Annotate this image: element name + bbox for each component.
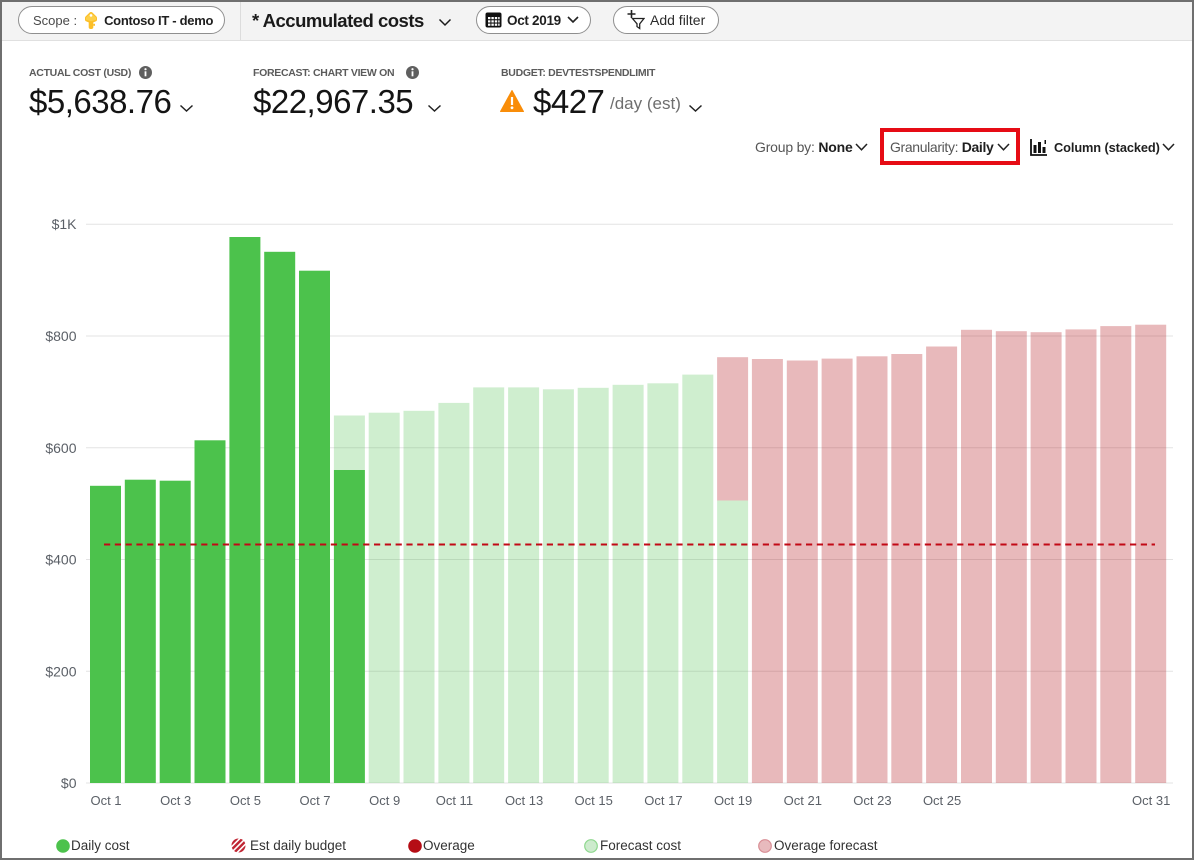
svg-text:$200: $200 [45,663,76,679]
svg-text:Oct 23: Oct 23 [853,793,891,808]
svg-text:Oct 15: Oct 15 [575,793,613,808]
svg-text:Oct 9: Oct 9 [369,793,400,808]
svg-text:$600: $600 [45,440,76,456]
svg-text:Oct 5: Oct 5 [230,793,261,808]
svg-text:$0: $0 [61,775,77,791]
svg-text:Oct 17: Oct 17 [644,793,682,808]
svg-text:Oct 3: Oct 3 [160,793,191,808]
svg-text:Oct 31: Oct 31 [1132,793,1170,808]
svg-text:Oct 25: Oct 25 [923,793,961,808]
svg-text:Oct 19: Oct 19 [714,793,752,808]
svg-text:Oct 7: Oct 7 [299,793,330,808]
svg-text:Oct 1: Oct 1 [90,793,121,808]
svg-text:$800: $800 [45,328,76,344]
svg-text:Oct 13: Oct 13 [505,793,543,808]
svg-text:$400: $400 [45,552,76,568]
svg-text:Oct 21: Oct 21 [784,793,822,808]
svg-text:Oct 11: Oct 11 [436,793,473,808]
svg-text:$1K: $1K [52,216,78,232]
